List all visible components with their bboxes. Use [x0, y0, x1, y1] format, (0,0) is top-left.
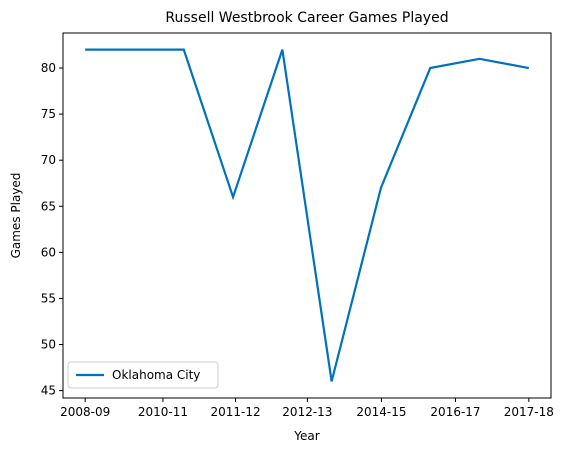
y-axis-title: Games Played [9, 173, 23, 259]
y-tick-label: 70 [41, 153, 56, 167]
legend: Oklahoma City [68, 362, 218, 388]
plot-area [63, 33, 551, 398]
y-tick-label: 65 [41, 199, 56, 213]
y-tick-label: 45 [41, 384, 56, 398]
y-tick-label: 55 [41, 291, 56, 305]
y-tick-label: 60 [41, 245, 56, 259]
y-axis: 45 50 55 60 65 70 75 80 [41, 61, 63, 398]
legend-label: Oklahoma City [112, 368, 200, 382]
x-axis: 2008-09 2010-11 2011-12 2012-13 2014-15 2016-… [60, 398, 554, 419]
y-tick-label: 75 [41, 107, 56, 121]
x-tick-label: 2010-11 [138, 405, 188, 419]
x-tick-label: 2014-15 [356, 405, 406, 419]
x-tick-label: 2008-09 [60, 405, 110, 419]
x-tick-label: 2011-12 [210, 405, 260, 419]
x-axis-title: Year [293, 429, 319, 443]
x-tick-label: 2017-18 [504, 405, 554, 419]
y-tick-label: 50 [41, 338, 56, 352]
series-line-0 [85, 50, 529, 382]
x-tick-label: 2012-13 [282, 405, 332, 419]
chart-title: Russell Westbrook Career Games Played [165, 10, 448, 26]
y-tick-label: 80 [41, 61, 56, 75]
x-tick-label: 2016-17 [430, 405, 480, 419]
